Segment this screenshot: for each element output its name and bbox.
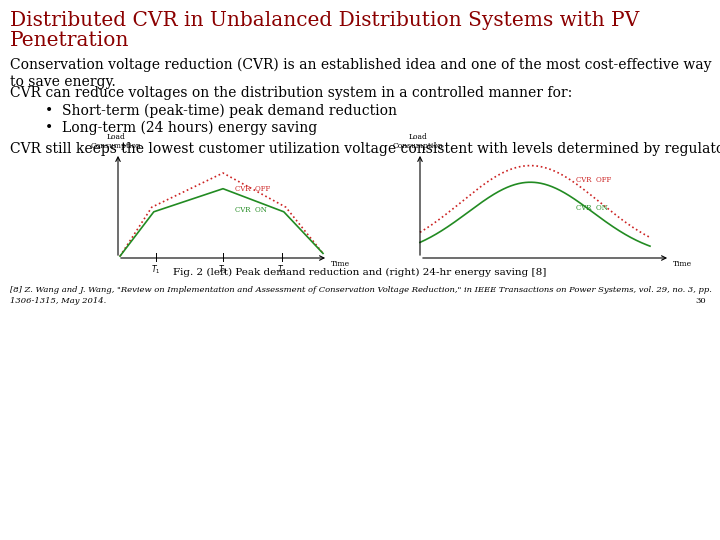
Text: CVR  ON: CVR ON [235, 206, 267, 214]
Text: Load
Consumption: Load Consumption [392, 133, 444, 150]
Text: $T_3$: $T_3$ [277, 263, 287, 275]
Text: $T_1$: $T_1$ [151, 263, 161, 275]
Text: Time: Time [331, 260, 350, 268]
Text: Conservation voltage reduction (CVR) is an established idea and one of the most : Conservation voltage reduction (CVR) is … [10, 58, 711, 89]
Text: Distributed CVR in Unbalanced Distribution Systems with PV: Distributed CVR in Unbalanced Distributi… [10, 11, 639, 30]
Text: 1306-1315, May 2014.: 1306-1315, May 2014. [10, 297, 107, 305]
Text: •  Short-term (peak-time) peak demand reduction: • Short-term (peak-time) peak demand red… [45, 104, 397, 118]
Text: CVR  OFF: CVR OFF [577, 176, 612, 184]
Text: CVR can reduce voltages on the distribution system in a controlled manner for:: CVR can reduce voltages on the distribut… [10, 86, 572, 100]
Text: CVR  ON: CVR ON [577, 204, 608, 212]
Text: Fig. 2 (left) Peak demand reduction and (right) 24-hr energy saving [8]: Fig. 2 (left) Peak demand reduction and … [174, 268, 546, 277]
Text: CVR still keeps the lowest customer utilization voltage consistent with levels d: CVR still keeps the lowest customer util… [10, 142, 720, 156]
Text: [8] Z. Wang and J. Wang, "Review on Implementation and Assessment of Conservatio: [8] Z. Wang and J. Wang, "Review on Impl… [10, 286, 712, 294]
Text: Penetration: Penetration [10, 31, 130, 50]
Text: Load
Consumption: Load Consumption [91, 133, 141, 150]
Text: •  Long-term (24 hours) energy saving: • Long-term (24 hours) energy saving [45, 121, 318, 136]
Text: CVR  OFF: CVR OFF [235, 185, 270, 193]
Text: $T_2$: $T_2$ [218, 263, 228, 275]
Text: Iowa State University: Iowa State University [43, 501, 326, 525]
Text: 30: 30 [696, 297, 706, 305]
Text: Time: Time [673, 260, 692, 268]
